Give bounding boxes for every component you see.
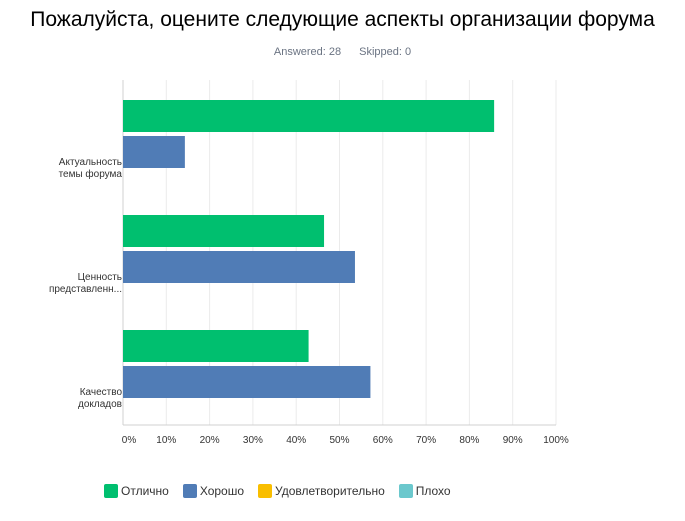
chart-legend: Отлично Хорошо Удовлетворительно Плохо bbox=[104, 484, 465, 501]
legend-swatch bbox=[182, 484, 197, 498]
y-category-label: Актуальность темы форума bbox=[59, 157, 123, 180]
chart-title: Пожалуйста, оцените следующие аспекты ор… bbox=[30, 8, 655, 31]
legend-item: Удовлетворительно bbox=[258, 484, 385, 498]
legend-label: Плохо bbox=[415, 484, 451, 498]
x-tick-label: 50% bbox=[329, 435, 349, 446]
x-tick-label: 80% bbox=[459, 435, 479, 446]
bar bbox=[123, 366, 371, 398]
x-tick-label: 90% bbox=[503, 435, 523, 446]
bar bbox=[123, 136, 185, 168]
legend-label: Хорошо bbox=[199, 484, 245, 498]
response-stats: Answered: 28 Skipped: 0 bbox=[0, 46, 685, 58]
answered-count: Answered: 28 bbox=[273, 46, 342, 58]
legend-item: Отлично bbox=[104, 484, 169, 498]
x-tick-label: 100% bbox=[543, 435, 569, 446]
x-tick-label: 0% bbox=[122, 435, 137, 446]
bar bbox=[123, 215, 325, 247]
x-tick-label: 20% bbox=[200, 435, 220, 446]
x-tick-label: 40% bbox=[286, 435, 306, 446]
y-category-label: Качество докладов bbox=[78, 387, 122, 410]
legend-item: Хорошо bbox=[182, 484, 245, 498]
legend-label: Удовлетворительно bbox=[275, 484, 385, 498]
x-tick-label: 30% bbox=[243, 435, 263, 446]
x-tick-label: 60% bbox=[373, 435, 393, 446]
y-category-label: Ценность представленн... bbox=[49, 272, 122, 295]
legend-swatch bbox=[398, 484, 413, 498]
bar bbox=[123, 251, 355, 283]
x-tick-label: 70% bbox=[416, 435, 436, 446]
legend-swatch bbox=[258, 484, 273, 498]
bar bbox=[123, 100, 495, 132]
x-tick-label: 10% bbox=[156, 435, 176, 446]
legend-item: Плохо bbox=[398, 484, 451, 498]
bar bbox=[123, 330, 309, 362]
bar-chart: 0% 10% 20% 30% 40% 50% 60% 70% 80% 90% 100% Актуаль… bbox=[49, 80, 569, 446]
skipped-count: Skipped: 0 bbox=[359, 46, 412, 58]
legend-swatch bbox=[104, 484, 118, 498]
legend-label: Отлично bbox=[121, 484, 169, 498]
